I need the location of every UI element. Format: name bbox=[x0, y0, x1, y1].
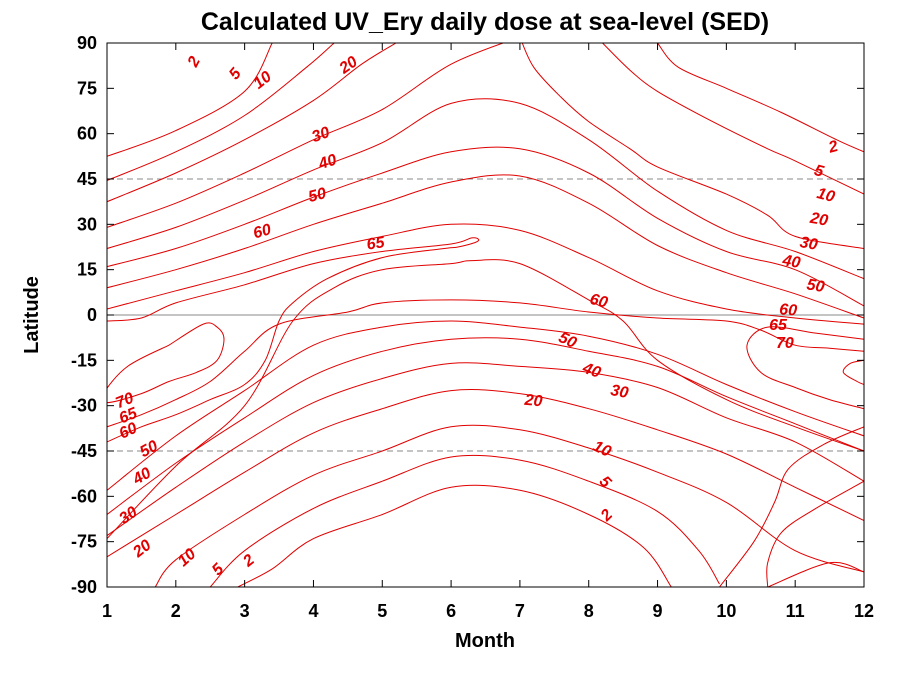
contour-label-21: 30 bbox=[798, 234, 819, 254]
x-tick-label-0: 1 bbox=[102, 601, 112, 621]
contour-label-24: 60 bbox=[779, 301, 798, 319]
contour-label-23: 50 bbox=[805, 276, 826, 296]
y-tick-label-3: 45 bbox=[77, 169, 97, 189]
y-tick-label-4: 30 bbox=[77, 214, 97, 234]
contour-line-20-17 bbox=[107, 389, 864, 558]
contour-line-60-8 bbox=[107, 259, 864, 539]
contour-label-27: 70 bbox=[113, 390, 136, 412]
contour-line-2-20 bbox=[237, 484, 672, 587]
contour-line-2-0 bbox=[107, 43, 273, 157]
contour-label-11: 40 bbox=[579, 359, 603, 381]
contour-label-7: 60 bbox=[251, 221, 273, 242]
y-tick-label-11: -75 bbox=[71, 532, 97, 552]
y-tick-label-0: 90 bbox=[77, 33, 97, 53]
contour-label-29: 60 bbox=[117, 420, 140, 443]
contour-label-9: 60 bbox=[588, 291, 610, 312]
contour-label-8: 65 bbox=[366, 234, 387, 253]
x-tick-label-6: 7 bbox=[515, 601, 525, 621]
contour-line-40-15 bbox=[107, 337, 864, 515]
contour-line-50-14 bbox=[107, 320, 864, 491]
contour-label-10: 50 bbox=[556, 329, 579, 352]
x-tick-label-8: 9 bbox=[653, 601, 663, 621]
y-tick-label-5: 15 bbox=[77, 260, 97, 280]
x-tick-label-7: 8 bbox=[584, 601, 594, 621]
contour-line-unlabeled-21 bbox=[521, 43, 864, 249]
contour-line-5-19 bbox=[209, 454, 720, 587]
contour-line-30-4 bbox=[107, 98, 864, 280]
contour-line-unlabeled-23 bbox=[657, 43, 864, 153]
contour-line-60-7 bbox=[107, 223, 864, 325]
reference-lines bbox=[107, 178, 864, 452]
contour-label-4: 30 bbox=[310, 124, 333, 146]
x-tick-label-4: 5 bbox=[377, 601, 387, 621]
contour-line-40-5 bbox=[107, 146, 864, 307]
contour-label-20: 20 bbox=[808, 210, 830, 230]
contour-line-70-11 bbox=[107, 322, 225, 404]
contour-line-unlabeled-22 bbox=[602, 43, 864, 195]
y-tick-label-2: 60 bbox=[77, 124, 97, 144]
contour-label-5: 40 bbox=[316, 151, 339, 173]
contour-line-65-10 bbox=[107, 299, 864, 428]
x-tick-labels: 1 2 3 4 5 6 7 8 9 10 11 12 bbox=[102, 601, 874, 621]
x-tick-label-11: 12 bbox=[854, 601, 874, 621]
contour-label-22: 40 bbox=[780, 252, 802, 272]
contour-label-17: 2 bbox=[826, 138, 840, 157]
contour-line-50-6 bbox=[107, 174, 864, 319]
x-tick-label-9: 10 bbox=[716, 601, 736, 621]
y-tick-label-7: -15 bbox=[71, 350, 97, 370]
y-tick-labels: 90 75 60 45 30 15 0 -15 -30 -45 -60 -75 -90 bbox=[71, 33, 97, 597]
x-tick-label-5: 6 bbox=[446, 601, 456, 621]
x-tick-label-2: 3 bbox=[240, 601, 250, 621]
contour-line-20-3 bbox=[107, 43, 505, 228]
contour-line-10-18 bbox=[154, 424, 864, 587]
y-tick-label-1: 75 bbox=[77, 78, 97, 98]
y-tick-label-12: -90 bbox=[71, 577, 97, 597]
x-tick-label-3: 4 bbox=[308, 601, 318, 621]
contour-label-28: 65 bbox=[117, 404, 141, 427]
contour-label-14: 10 bbox=[590, 438, 613, 461]
y-tick-label-8: -30 bbox=[71, 396, 97, 416]
contour-label-30: 50 bbox=[137, 438, 161, 461]
chart-title: Calculated UV_Ery daily dose at sea-leve… bbox=[201, 8, 769, 36]
contour-line-5-1 bbox=[107, 43, 335, 181]
contour-line-unlabeled-24 bbox=[719, 426, 864, 587]
contour-label-26: 70 bbox=[776, 335, 794, 352]
contour-line-unlabeled-25 bbox=[766, 480, 864, 587]
contour-line-unlabeled-26 bbox=[767, 561, 864, 587]
contour-line-70-12 bbox=[746, 326, 864, 410]
x-tick-label-10: 11 bbox=[786, 601, 805, 621]
y-tick-label-9: -45 bbox=[71, 441, 97, 461]
contour-line-70-13 bbox=[842, 359, 864, 385]
y-tick-label-10: -60 bbox=[71, 486, 97, 506]
contour-lines bbox=[107, 43, 864, 587]
contour-label-6: 50 bbox=[307, 185, 328, 206]
y-tick-label-6: 0 bbox=[87, 305, 97, 325]
contour-line-30-16 bbox=[107, 362, 864, 537]
contour-label-13: 20 bbox=[523, 392, 543, 411]
x-tick-label-1: 2 bbox=[171, 601, 181, 621]
contour-line-65-9 bbox=[107, 237, 480, 443]
y-axis-label: Latitude bbox=[21, 276, 43, 354]
contour-label-12: 30 bbox=[609, 382, 630, 402]
axis-ticks bbox=[106, 42, 865, 588]
contour-label-25: 65 bbox=[769, 317, 788, 334]
contour-label-19: 10 bbox=[815, 185, 837, 206]
x-axis-label: Month bbox=[455, 630, 515, 652]
contour-line-10-2 bbox=[107, 43, 397, 203]
